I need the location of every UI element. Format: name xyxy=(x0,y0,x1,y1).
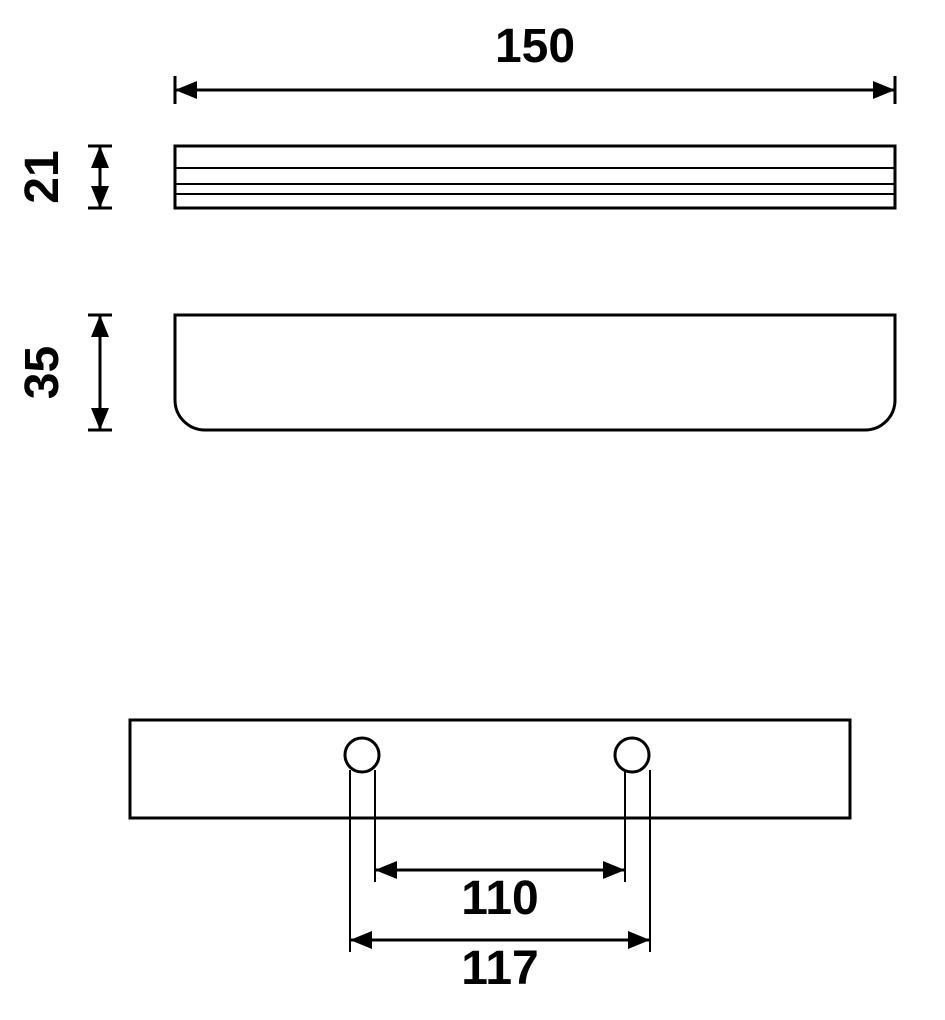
bottom-view xyxy=(130,720,850,818)
top-view-outline xyxy=(175,146,895,208)
dim-label-length: 150 xyxy=(495,20,575,73)
dim-label-110: 110 xyxy=(461,872,538,925)
dim-label-21: 21 xyxy=(16,150,69,203)
dim-label-117: 117 xyxy=(461,942,538,995)
mounting-hole-left xyxy=(345,738,379,772)
dim-label-35: 35 xyxy=(16,346,69,399)
bottom-view-outline xyxy=(130,720,850,818)
front-view-outline xyxy=(175,315,895,430)
mounting-hole-right xyxy=(615,738,649,772)
top-view xyxy=(175,146,895,208)
